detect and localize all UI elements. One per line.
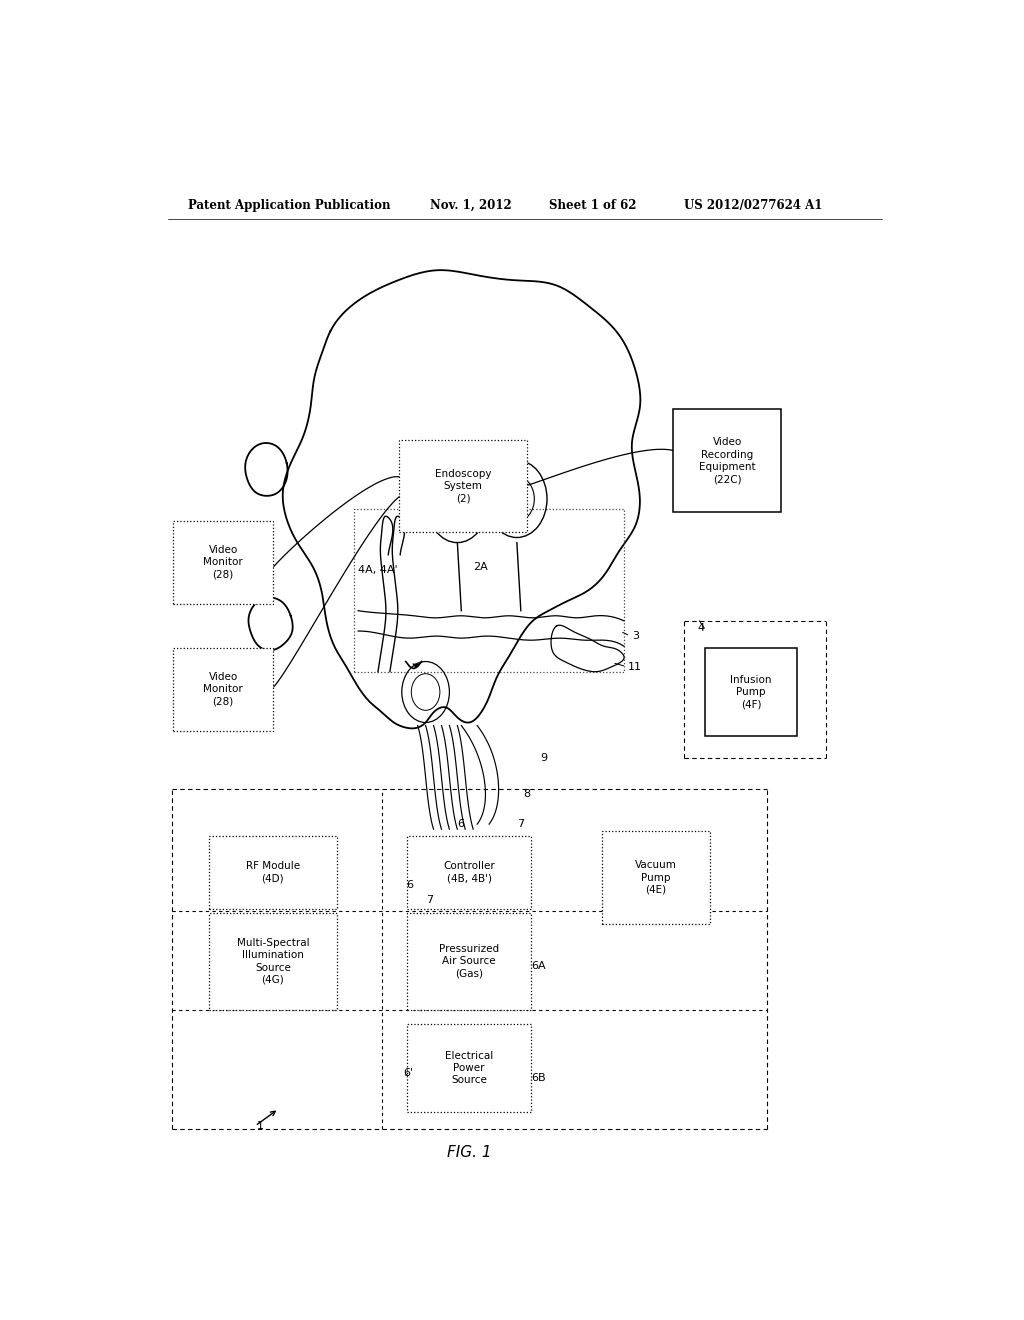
Text: FIG. 1: FIG. 1 [446, 1144, 492, 1160]
Text: 6B: 6B [531, 1073, 546, 1084]
FancyBboxPatch shape [602, 832, 710, 924]
Text: Endoscopy
System
(2): Endoscopy System (2) [435, 469, 492, 504]
Text: 3: 3 [632, 631, 639, 642]
Text: 11: 11 [628, 661, 642, 672]
Polygon shape [412, 664, 420, 669]
FancyBboxPatch shape [399, 440, 527, 532]
Text: 4A, 4A': 4A, 4A' [358, 565, 397, 576]
FancyBboxPatch shape [209, 837, 337, 908]
FancyBboxPatch shape [209, 912, 337, 1010]
FancyBboxPatch shape [408, 837, 531, 908]
Text: 6': 6' [403, 1068, 414, 1078]
Text: Patent Application Publication: Patent Application Publication [187, 198, 390, 211]
Text: Sheet 1 of 62: Sheet 1 of 62 [549, 198, 636, 211]
Text: Multi-Spectral
Illumination
Source
(4G): Multi-Spectral Illumination Source (4G) [237, 937, 309, 985]
Text: Controller
(4B, 4B'): Controller (4B, 4B') [443, 861, 496, 883]
Text: 2A: 2A [473, 562, 488, 572]
FancyBboxPatch shape [408, 1024, 531, 1111]
Text: Pressurized
Air Source
(Gas): Pressurized Air Source (Gas) [439, 944, 500, 978]
Text: Nov. 1, 2012: Nov. 1, 2012 [430, 198, 511, 211]
Text: RF Module
(4D): RF Module (4D) [246, 861, 300, 883]
Text: 7: 7 [517, 820, 524, 829]
Text: 7: 7 [426, 895, 433, 906]
Text: 8: 8 [523, 788, 530, 799]
Text: 6: 6 [406, 880, 413, 890]
Text: Video
Recording
Equipment
(22C): Video Recording Equipment (22C) [698, 437, 756, 484]
FancyBboxPatch shape [173, 648, 273, 731]
FancyBboxPatch shape [408, 912, 531, 1010]
Text: Video
Monitor
(28): Video Monitor (28) [204, 672, 243, 708]
FancyBboxPatch shape [705, 648, 797, 735]
Text: 4: 4 [697, 623, 705, 634]
Text: 9: 9 [541, 754, 548, 763]
FancyBboxPatch shape [673, 409, 781, 512]
Text: US 2012/0277624 A1: US 2012/0277624 A1 [684, 198, 822, 211]
Text: 6: 6 [458, 820, 464, 829]
Text: Vacuum
Pump
(4E): Vacuum Pump (4E) [635, 861, 677, 895]
Text: 6A: 6A [531, 961, 546, 972]
Text: Video
Monitor
(28): Video Monitor (28) [204, 545, 243, 579]
Text: Electrical
Power
Source: Electrical Power Source [445, 1051, 494, 1085]
Text: Infusion
Pump
(4F): Infusion Pump (4F) [730, 675, 772, 709]
FancyBboxPatch shape [173, 521, 273, 603]
Text: 1: 1 [257, 1121, 263, 1131]
